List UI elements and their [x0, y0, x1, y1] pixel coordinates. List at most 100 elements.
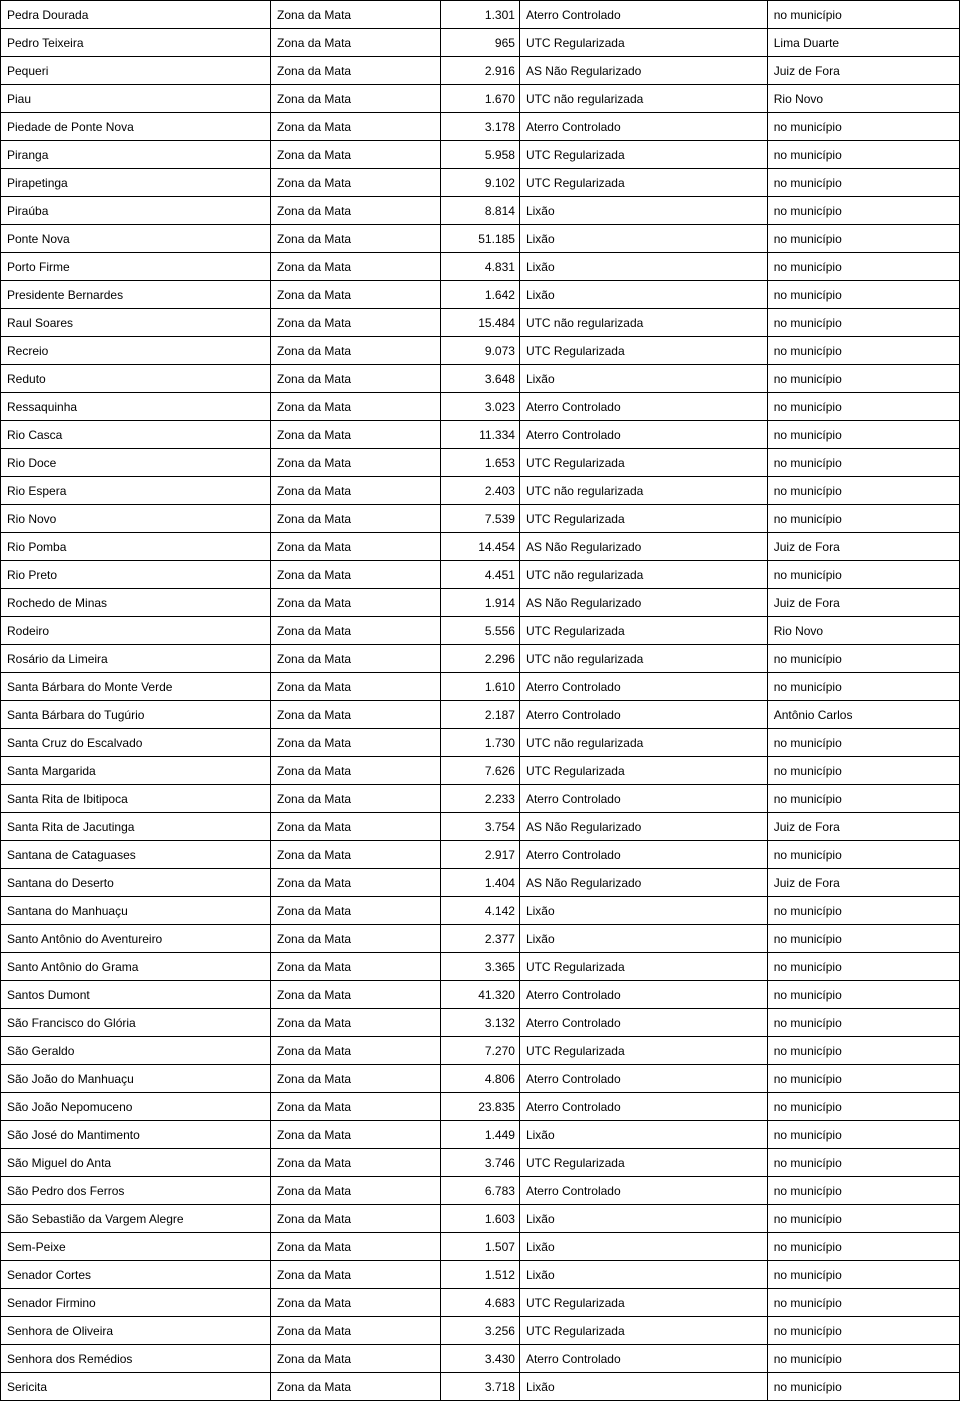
cell-municipio: Santos Dumont	[1, 981, 271, 1009]
cell-regiao: Zona da Mata	[271, 841, 441, 869]
cell-municipio: Piedade de Ponte Nova	[1, 113, 271, 141]
table-row: SericitaZona da Mata3.718Lixãono municíp…	[1, 1373, 960, 1401]
cell-tipo: UTC Regularizada	[519, 29, 767, 57]
cell-municipio: Rio Casca	[1, 421, 271, 449]
cell-tipo: UTC Regularizada	[519, 757, 767, 785]
table-body: Pedra DouradaZona da Mata1.301Aterro Con…	[1, 1, 960, 1401]
cell-tipo: UTC Regularizada	[519, 505, 767, 533]
cell-regiao: Zona da Mata	[271, 785, 441, 813]
cell-destino: no município	[767, 953, 959, 981]
table-row: São João NepomucenoZona da Mata23.835Ate…	[1, 1093, 960, 1121]
cell-destino: no município	[767, 897, 959, 925]
cell-municipio: Piranga	[1, 141, 271, 169]
cell-valor: 3.023	[441, 393, 520, 421]
cell-destino: no município	[767, 477, 959, 505]
cell-regiao: Zona da Mata	[271, 813, 441, 841]
table-row: Santa Rita de JacutingaZona da Mata3.754…	[1, 813, 960, 841]
cell-destino: Juiz de Fora	[767, 57, 959, 85]
cell-destino: no município	[767, 1373, 959, 1401]
cell-municipio: Senador Cortes	[1, 1261, 271, 1289]
cell-municipio: Rio Pomba	[1, 533, 271, 561]
cell-regiao: Zona da Mata	[271, 477, 441, 505]
cell-tipo: UTC não regularizada	[519, 561, 767, 589]
table-row: Santos DumontZona da Mata41.320Aterro Co…	[1, 981, 960, 1009]
cell-destino: no município	[767, 1289, 959, 1317]
cell-valor: 3.718	[441, 1373, 520, 1401]
cell-tipo: Aterro Controlado	[519, 701, 767, 729]
table-row: São José do MantimentoZona da Mata1.449L…	[1, 1121, 960, 1149]
cell-regiao: Zona da Mata	[271, 897, 441, 925]
cell-destino: no município	[767, 421, 959, 449]
cell-regiao: Zona da Mata	[271, 617, 441, 645]
cell-regiao: Zona da Mata	[271, 1205, 441, 1233]
cell-valor: 1.512	[441, 1261, 520, 1289]
cell-valor: 7.539	[441, 505, 520, 533]
cell-municipio: Pedro Teixeira	[1, 29, 271, 57]
cell-valor: 3.178	[441, 113, 520, 141]
cell-regiao: Zona da Mata	[271, 1037, 441, 1065]
cell-destino: no município	[767, 225, 959, 253]
cell-tipo: UTC não regularizada	[519, 729, 767, 757]
cell-tipo: Aterro Controlado	[519, 421, 767, 449]
cell-destino: no município	[767, 1, 959, 29]
cell-tipo: UTC Regularizada	[519, 617, 767, 645]
cell-destino: no município	[767, 1233, 959, 1261]
cell-destino: no município	[767, 169, 959, 197]
cell-municipio: Senador Firmino	[1, 1289, 271, 1317]
cell-regiao: Zona da Mata	[271, 729, 441, 757]
cell-tipo: Aterro Controlado	[519, 1065, 767, 1093]
table-row: Santana do ManhuaçuZona da Mata4.142Lixã…	[1, 897, 960, 925]
cell-tipo: UTC Regularizada	[519, 1149, 767, 1177]
cell-destino: no município	[767, 309, 959, 337]
cell-tipo: Lixão	[519, 197, 767, 225]
cell-tipo: UTC Regularizada	[519, 449, 767, 477]
cell-tipo: AS Não Regularizado	[519, 869, 767, 897]
cell-destino: no município	[767, 785, 959, 813]
cell-destino: no município	[767, 925, 959, 953]
cell-regiao: Zona da Mata	[271, 1065, 441, 1093]
cell-tipo: UTC não regularizada	[519, 309, 767, 337]
cell-valor: 3.754	[441, 813, 520, 841]
cell-tipo: Lixão	[519, 1205, 767, 1233]
cell-municipio: Rosário da Limeira	[1, 645, 271, 673]
cell-valor: 3.132	[441, 1009, 520, 1037]
cell-tipo: Aterro Controlado	[519, 1009, 767, 1037]
cell-municipio: Raul Soares	[1, 309, 271, 337]
cell-destino: Antônio Carlos	[767, 701, 959, 729]
cell-regiao: Zona da Mata	[271, 281, 441, 309]
table-row: Pedra DouradaZona da Mata1.301Aterro Con…	[1, 1, 960, 29]
table-row: Senador FirminoZona da Mata4.683UTC Regu…	[1, 1289, 960, 1317]
cell-destino: no município	[767, 1177, 959, 1205]
table-row: Ponte NovaZona da Mata51.185Lixãono muni…	[1, 225, 960, 253]
table-row: Santa Rita de IbitipocaZona da Mata2.233…	[1, 785, 960, 813]
cell-tipo: Lixão	[519, 925, 767, 953]
cell-municipio: São João do Manhuaçu	[1, 1065, 271, 1093]
cell-valor: 51.185	[441, 225, 520, 253]
cell-destino: no município	[767, 281, 959, 309]
table-row: Senador CortesZona da Mata1.512Lixãono m…	[1, 1261, 960, 1289]
cell-regiao: Zona da Mata	[271, 505, 441, 533]
cell-destino: no município	[767, 141, 959, 169]
cell-valor: 6.783	[441, 1177, 520, 1205]
cell-regiao: Zona da Mata	[271, 1261, 441, 1289]
cell-regiao: Zona da Mata	[271, 1345, 441, 1373]
cell-municipio: Pirapetinga	[1, 169, 271, 197]
cell-regiao: Zona da Mata	[271, 589, 441, 617]
cell-regiao: Zona da Mata	[271, 673, 441, 701]
cell-regiao: Zona da Mata	[271, 197, 441, 225]
cell-valor: 23.835	[441, 1093, 520, 1121]
cell-destino: Lima Duarte	[767, 29, 959, 57]
cell-valor: 1.670	[441, 85, 520, 113]
cell-municipio: Santa Rita de Jacutinga	[1, 813, 271, 841]
cell-destino: no município	[767, 113, 959, 141]
cell-valor: 4.451	[441, 561, 520, 589]
cell-destino: no município	[767, 1121, 959, 1149]
cell-tipo: Aterro Controlado	[519, 1093, 767, 1121]
cell-municipio: Recreio	[1, 337, 271, 365]
cell-destino: no município	[767, 449, 959, 477]
table-row: Rio PombaZona da Mata14.454AS Não Regula…	[1, 533, 960, 561]
cell-destino: no município	[767, 1261, 959, 1289]
table-row: São Miguel do AntaZona da Mata3.746UTC R…	[1, 1149, 960, 1177]
cell-tipo: Aterro Controlado	[519, 1345, 767, 1373]
cell-valor: 9.073	[441, 337, 520, 365]
